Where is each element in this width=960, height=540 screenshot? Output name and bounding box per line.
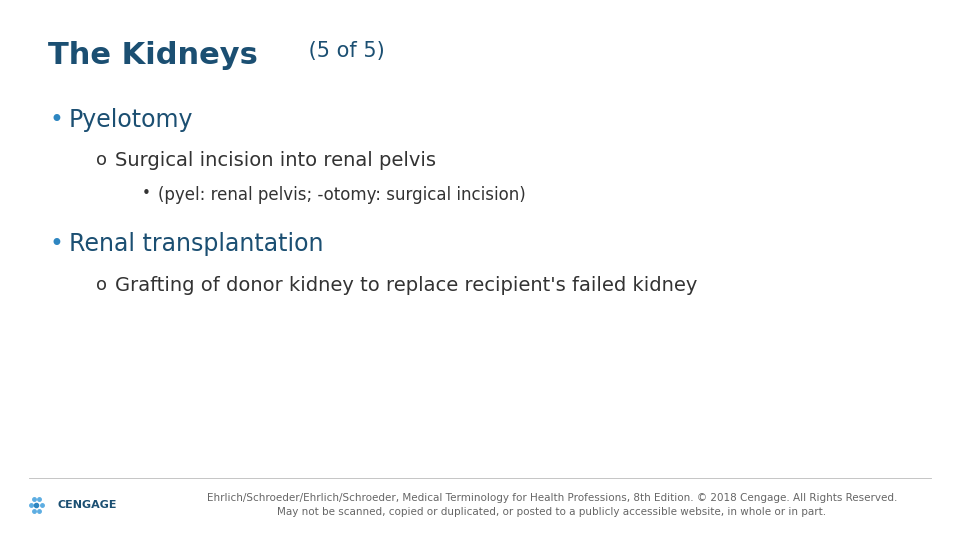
Text: •: • — [50, 232, 63, 256]
Text: Renal transplantation: Renal transplantation — [69, 232, 324, 256]
Text: The Kidneys: The Kidneys — [48, 40, 258, 70]
Text: Surgical incision into renal pelvis: Surgical incision into renal pelvis — [115, 151, 436, 170]
Text: Pyelotomy: Pyelotomy — [69, 108, 194, 132]
Text: o: o — [96, 276, 107, 294]
Text: (5 of 5): (5 of 5) — [302, 40, 385, 60]
Text: o: o — [96, 151, 107, 169]
Text: •: • — [142, 186, 151, 201]
Text: (pyel: renal pelvis; -otomy: surgical incision): (pyel: renal pelvis; -otomy: surgical in… — [158, 186, 526, 204]
Text: Ehrlich/Schroeder/Ehrlich/Schroeder, Medical Terminology for Health Professions,: Ehrlich/Schroeder/Ehrlich/Schroeder, Med… — [206, 493, 898, 517]
Text: Grafting of donor kidney to replace recipient's failed kidney: Grafting of donor kidney to replace reci… — [115, 276, 698, 295]
Text: CENGAGE: CENGAGE — [58, 500, 117, 510]
Text: •: • — [50, 108, 63, 132]
